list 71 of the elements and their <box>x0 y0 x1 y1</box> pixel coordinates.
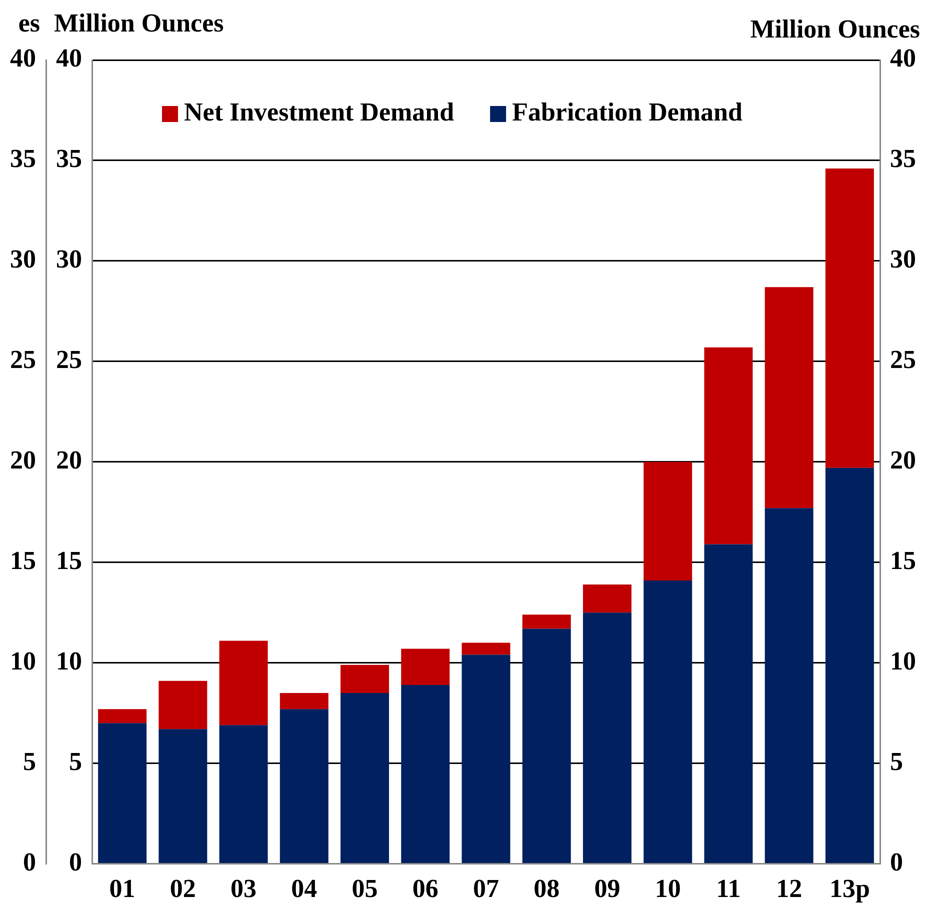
y2-tick-label: 30 <box>890 244 916 274</box>
y3-tick-label: 5 <box>23 747 36 776</box>
y-axis-title: Million Ounces <box>54 8 224 38</box>
bar <box>340 692 390 864</box>
bar <box>522 614 571 629</box>
x-tick-label: 05 <box>352 874 378 904</box>
x-tick-label: 06 <box>412 874 438 904</box>
x-tick-label: 03 <box>230 874 257 904</box>
y2-tick-label: 40 <box>890 44 916 73</box>
bar <box>644 462 692 580</box>
x-tick-label: 01 <box>109 874 136 904</box>
x-tick-label: 07 <box>473 874 499 904</box>
x-tick-label: 10 <box>654 874 681 904</box>
x-tick-label: 02 <box>170 874 196 904</box>
x-tick-label: 13p <box>829 874 870 904</box>
y2-tick-label: 5 <box>890 747 903 776</box>
bar <box>158 729 208 864</box>
bar <box>280 692 328 710</box>
y-tick-label: 0 <box>69 848 82 877</box>
bar <box>401 648 450 685</box>
y3-tick-label: 10 <box>10 646 36 676</box>
y3-tick-label: 20 <box>10 446 36 475</box>
bar <box>340 664 390 693</box>
y-tick-label: 10 <box>56 646 82 676</box>
y3-tick-label: 30 <box>10 244 36 274</box>
bar <box>764 508 814 864</box>
bar <box>522 628 571 864</box>
y2-axis-title: Million Ounces <box>750 14 920 44</box>
bar <box>462 642 510 655</box>
y-tick-label: 30 <box>56 244 82 274</box>
y3-tick-label: 35 <box>10 144 36 174</box>
y-tick-label: 20 <box>56 446 82 475</box>
y3-tick-label: 25 <box>10 345 36 374</box>
y-tick-label: 40 <box>56 44 82 73</box>
y3-tick-label: 0 <box>23 848 36 877</box>
y-tick-label: 25 <box>56 345 82 374</box>
bar <box>704 544 753 864</box>
y2-tick-label: 35 <box>890 144 916 174</box>
y2-tick-label: 25 <box>890 345 916 374</box>
y-tick-label: 35 <box>56 144 82 174</box>
bar <box>644 580 692 864</box>
bar <box>582 612 632 864</box>
x-tick-label: 04 <box>291 874 318 904</box>
bar <box>825 468 874 864</box>
y2-tick-label: 15 <box>890 546 916 576</box>
bar <box>582 584 632 613</box>
y2-tick-label: 20 <box>890 446 916 475</box>
y2-tick-label: 0 <box>890 848 903 877</box>
bar <box>280 709 328 864</box>
bar <box>462 654 510 864</box>
bar <box>704 347 753 544</box>
y3-axis-title: es <box>18 8 40 38</box>
legend-label: Net Investment Demand <box>184 98 455 127</box>
y3-tick-label: 40 <box>10 44 36 73</box>
bar <box>98 723 147 864</box>
bar <box>158 680 208 730</box>
y3-tick-label: 15 <box>10 546 36 576</box>
bar <box>825 168 874 468</box>
y-tick-label: 5 <box>69 747 82 776</box>
bar <box>98 709 147 724</box>
y-tick-label: 15 <box>56 546 82 576</box>
x-tick-label: 12 <box>776 874 802 904</box>
x-tick-label: 11 <box>716 874 741 904</box>
x-tick-label: 09 <box>594 874 620 904</box>
bar <box>219 640 268 726</box>
bar <box>219 725 268 864</box>
bar <box>401 684 450 864</box>
x-tick-label: 08 <box>534 874 560 904</box>
legend-label: Fabrication Demand <box>512 98 743 127</box>
bar <box>764 287 814 508</box>
y2-tick-label: 10 <box>890 646 916 676</box>
